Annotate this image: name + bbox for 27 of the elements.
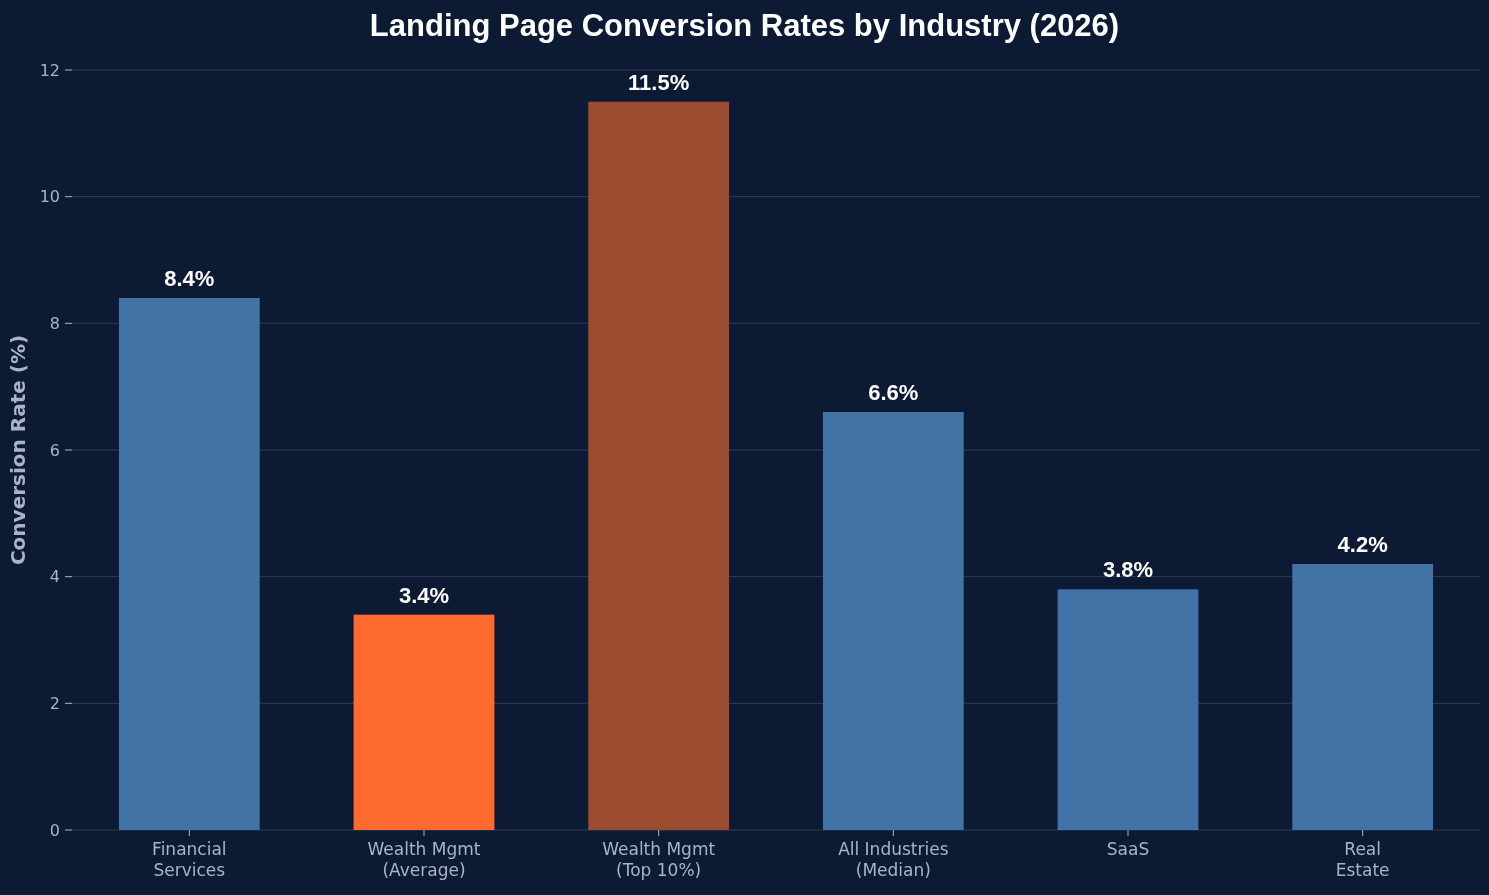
data-label: 11.5% (628, 69, 690, 95)
bar (822, 412, 964, 830)
y-tick-label: 10 (39, 187, 60, 207)
bar (1057, 589, 1199, 830)
y-axis-title: Conversion Rate (%) (6, 334, 30, 566)
bar (118, 298, 260, 830)
data-label: 3.4% (398, 582, 450, 608)
y-tick-label: 12 (39, 60, 60, 80)
x-tick-label: SaaS (1106, 839, 1150, 859)
y-tick-label: 6 (49, 440, 60, 460)
x-tick-label: Financial Services (152, 839, 227, 880)
bar (588, 101, 730, 830)
x-tick-label: Wealth Mgmt (Top 10%) (602, 839, 716, 880)
data-label: 6.6% (868, 380, 919, 405)
y-tick-label: 8 (49, 313, 60, 333)
bar (353, 614, 495, 830)
y-tick-label: 4 (49, 567, 60, 587)
bar (1292, 564, 1434, 830)
x-tick-label: Wealth Mgmt (Average) (367, 839, 481, 880)
y-tick-label: 0 (49, 820, 60, 840)
data-label: 8.4% (164, 266, 215, 291)
y-tick-label: 2 (49, 693, 60, 713)
data-label: 4.2% (1337, 532, 1388, 557)
x-tick-label: All Industries (Median) (838, 839, 949, 880)
chart-title: Landing Page Conversion Rates by Industry (2026) (369, 8, 1120, 43)
x-tick-label: Real Estate (1335, 839, 1390, 880)
data-label: 3.8% (1102, 557, 1154, 583)
